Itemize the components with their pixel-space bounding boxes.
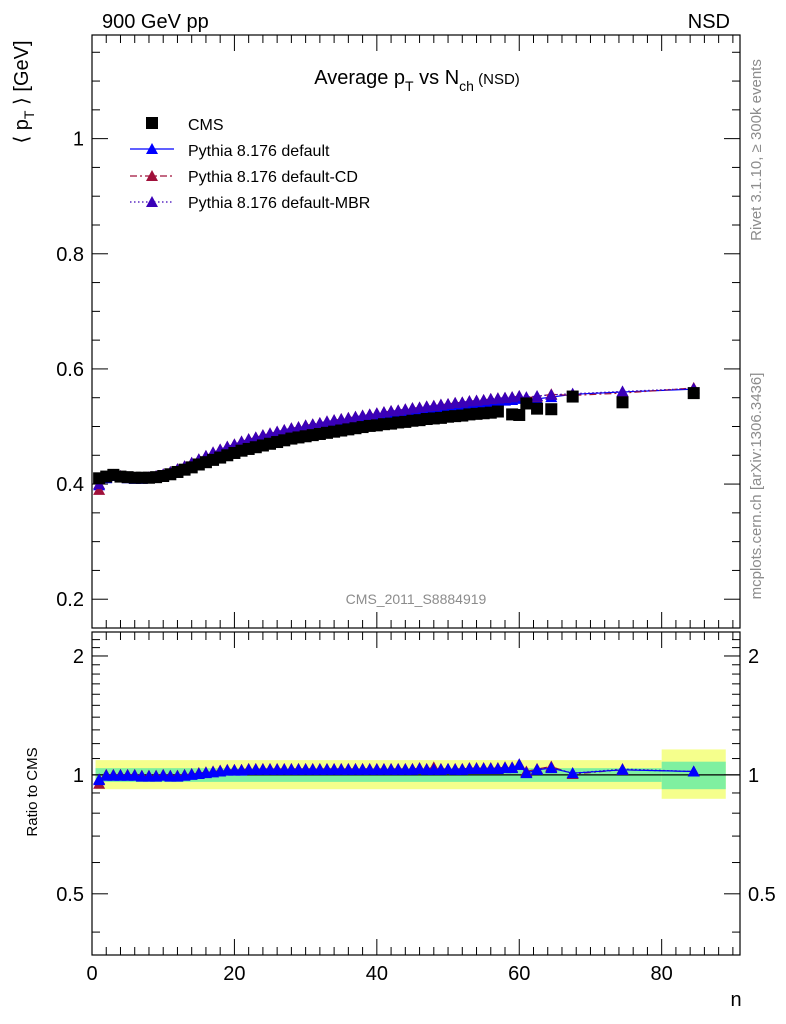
ratio-point-default — [545, 762, 558, 774]
legend-marker-default — [146, 143, 158, 154]
y-axis-label-part-a: ⟨ p — [11, 119, 33, 143]
x-tick-label: 40 — [366, 963, 388, 985]
header-process-label: NSD — [688, 11, 730, 33]
data-point-cms — [616, 396, 629, 409]
main-panel-frame — [91, 34, 741, 629]
data-point-cms — [491, 405, 504, 418]
ratio-point-default — [687, 765, 700, 777]
ratio-point-default — [413, 762, 426, 774]
ratio-y-tick-label-right: 2 — [748, 646, 759, 668]
x-tick-label: 20 — [223, 963, 245, 985]
main-panel-ticks — [91, 35, 740, 628]
x-tick-label: 60 — [508, 963, 530, 985]
ratio-y-tick-label-left: 0.5 — [56, 884, 84, 906]
ratio-panel: 0.5 0.5 1 1 2 2 0 20 40 60 80 Ratio to CMS n — [24, 631, 776, 1011]
header-energy-label: 900 GeV pp — [102, 11, 209, 33]
ratio-y-tick-label-left: 2 — [73, 646, 84, 668]
data-point-cms — [520, 397, 533, 410]
y-tick-label: 0.4 — [56, 474, 84, 496]
legend-marker-cd — [146, 170, 158, 181]
x-axis-label: n — [730, 989, 741, 1011]
data-point-cms — [566, 390, 579, 403]
main-panel-marks — [93, 381, 700, 495]
ratio-point-default — [128, 769, 141, 781]
ratio-x-tick-labels: 0 20 40 60 80 — [86, 963, 672, 985]
source-label: mcplots.cern.ch [arXiv:1306.3436] — [748, 373, 765, 600]
rivet-version-label: Rivet 3.1.10, ≥ 300k events — [748, 59, 765, 241]
ratio-point-default — [531, 763, 544, 775]
data-point-mbr — [531, 389, 544, 401]
legend-marker-mbr — [146, 196, 158, 207]
y-tick-label: 0.8 — [56, 244, 84, 266]
ratio-point-default — [616, 763, 629, 775]
legend-label-cms: CMS — [188, 117, 224, 134]
y-axis-label-sub: T — [21, 110, 37, 119]
y-tick-label: 0.2 — [56, 589, 84, 611]
plot-title-sub-a: T — [405, 78, 414, 94]
y-tick-label: 1 — [73, 129, 84, 151]
y-axis-label: ⟨ pT ⟩ [GeV] — [11, 40, 37, 143]
main-panel: 0.20.40.60.81 Average pT vs Nch (NSD) ⟨ … — [11, 34, 741, 629]
plot-title-sub-b: ch — [459, 78, 474, 94]
data-point-cms — [687, 387, 700, 400]
plot-title: Average pT vs Nch (NSD) — [314, 67, 520, 94]
data-point-cms — [506, 408, 519, 421]
ratio-panel-marks — [93, 758, 700, 789]
data-point-cms — [545, 403, 558, 416]
data-point-mbr — [545, 388, 558, 400]
ratio-point-default — [93, 774, 106, 786]
x-tick-label: 80 — [651, 963, 673, 985]
ratio-point-default — [566, 767, 579, 779]
legend-label-mbr: Pythia 8.176 default-MBR — [188, 195, 370, 212]
legend-label-default: Pythia 8.176 default — [188, 143, 330, 160]
data-point-mbr — [616, 385, 629, 397]
data-point-cms — [531, 402, 544, 415]
ratio-y-tick-label-left: 1 — [73, 765, 84, 787]
plot-title-part-b: vs N — [414, 67, 460, 89]
ratio-point-default — [506, 762, 519, 774]
legend: CMS Pythia 8.176 default Pythia 8.176 de… — [130, 117, 370, 212]
ratio-panel-ticks — [91, 632, 740, 955]
ratio-y-axis-label: Ratio to CMS — [24, 747, 41, 836]
main-y-tick-labels: 0.2 0.4 0.6 0.8 1 — [56, 129, 84, 612]
ratio-panel-frame — [91, 631, 741, 956]
x-tick-label: 0 — [86, 963, 97, 985]
y-axis-label-part-b: ⟩ [GeV] — [11, 40, 33, 110]
ratio-point-default — [520, 767, 533, 779]
plot-title-part-c: (NSD) — [474, 71, 520, 88]
plot-title-part-a: Average p — [314, 67, 405, 89]
ratio-y-tick-label-right: 0.5 — [748, 884, 776, 906]
ratio-y-tick-labels: 0.5 0.5 1 1 2 2 — [56, 646, 776, 906]
ratio-y-tick-label-right: 1 — [748, 765, 759, 787]
data-point-cms — [513, 408, 526, 421]
legend-label-cd: Pythia 8.176 default-CD — [188, 169, 358, 186]
analysis-watermark: CMS_2011_S8884919 — [346, 591, 487, 607]
data-point-cd — [93, 483, 106, 495]
ratio-point-default — [157, 769, 170, 781]
legend-marker-cms — [146, 117, 158, 129]
ratio-line-mbr — [98, 763, 694, 780]
y-tick-label: 0.6 — [56, 359, 84, 381]
ratio-point-default — [442, 762, 455, 774]
ratio-point-default — [513, 758, 526, 770]
